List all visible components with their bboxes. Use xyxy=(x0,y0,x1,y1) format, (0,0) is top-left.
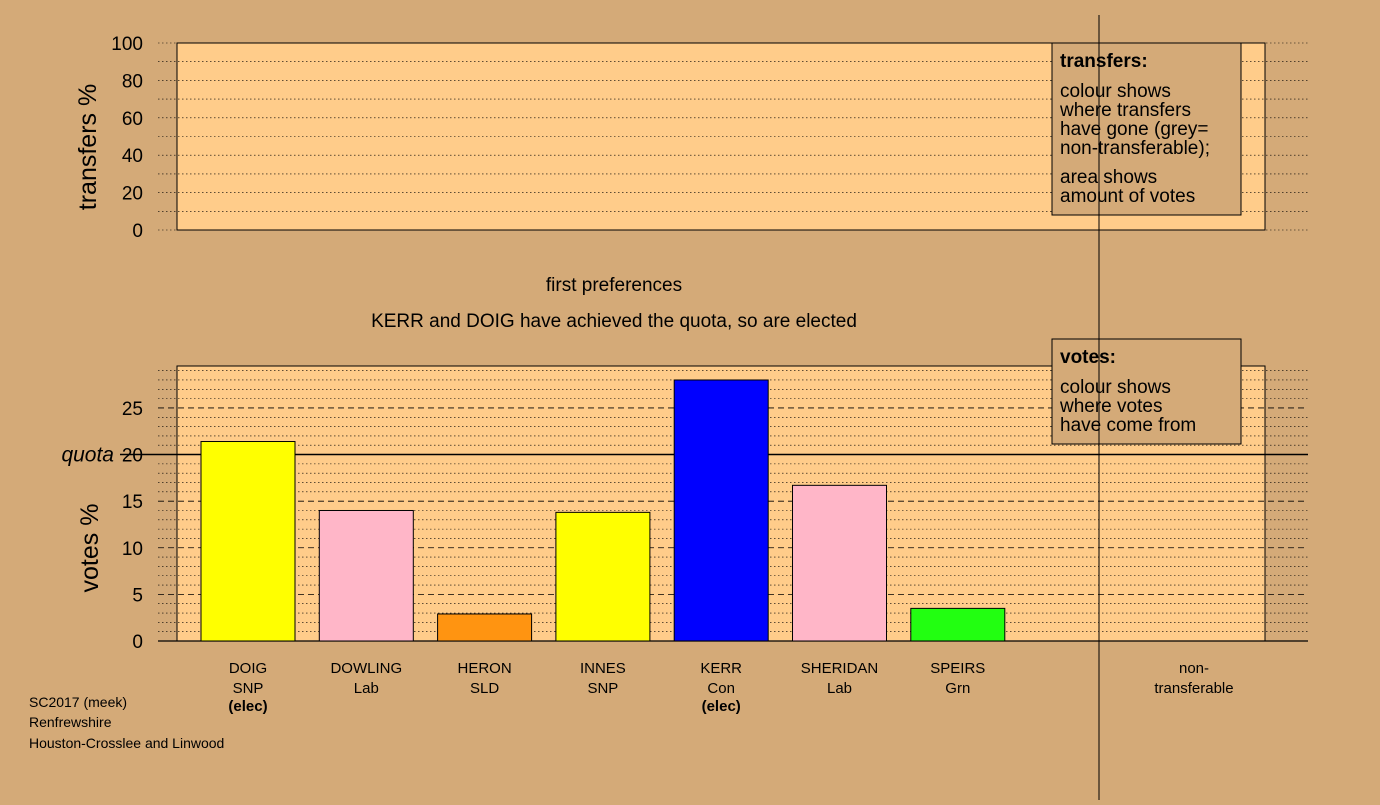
candidate-party-label: SNP xyxy=(233,680,264,697)
footer-ward: Houston-Crosslee and Linwood xyxy=(29,735,224,751)
votes-y-tick-label: 5 xyxy=(132,585,143,606)
votes-y-tick-label: 20 xyxy=(122,446,143,467)
votes-y-tick-label: 0 xyxy=(132,632,143,653)
votes-legend-line: where votes xyxy=(1059,396,1162,417)
footer-council: Renfrewshire xyxy=(29,714,112,730)
bar-sheridan xyxy=(792,484,887,642)
votes-y-tick-label: 15 xyxy=(122,492,143,513)
nontransferable-label: non- xyxy=(1179,660,1209,677)
candidate-name-label: KERR xyxy=(700,660,742,677)
bar-dowling xyxy=(318,509,414,642)
transfers-legend-line: amount of votes xyxy=(1060,186,1195,207)
bar-innes xyxy=(555,511,651,642)
bar-speirs xyxy=(910,607,1006,642)
chart-title: first preferences xyxy=(546,275,682,296)
votes-y-tick-label: 10 xyxy=(122,539,143,560)
votes-y-tick-label: 25 xyxy=(122,399,143,420)
transfers-y-tick-label: 80 xyxy=(122,71,143,92)
candidate-party-label: Lab xyxy=(827,680,852,697)
transfers-legend-line: have gone (grey= xyxy=(1060,119,1208,140)
votes-legend-line: have come from xyxy=(1060,415,1196,436)
bar-heron xyxy=(437,613,533,642)
candidate-name-label: SHERIDAN xyxy=(801,660,879,677)
transfers-legend-box xyxy=(1051,42,1242,216)
candidate-name-label: SPEIRS xyxy=(930,660,985,677)
transfers-legend-line: where transfers xyxy=(1059,100,1191,121)
votes-x-axis: DOIGSNP(elec)DOWLINGLabHERONSLDINNESSNPK… xyxy=(228,660,985,715)
votes-y-axis-label: votes % xyxy=(76,504,104,593)
candidate-elected-label: (elec) xyxy=(702,698,741,715)
transfers-legend-line: area shows xyxy=(1060,167,1157,188)
votes-legend-line: colour shows xyxy=(1060,377,1171,398)
transfers-y-tick-label: 60 xyxy=(122,109,143,130)
candidate-name-label: DOWLING xyxy=(330,660,402,677)
quota-label: quota xyxy=(61,444,114,467)
transfers-legend-title: transfers: xyxy=(1060,51,1148,72)
votes-legend: votes: colour shows where votes have com… xyxy=(1051,338,1242,445)
candidate-name-label: DOIG xyxy=(229,660,267,677)
candidate-name-label: INNES xyxy=(580,660,626,677)
candidate-name-label: HERON xyxy=(458,660,512,677)
transfers-y-axis: 0 20 40 60 80 100 xyxy=(111,34,143,242)
transfers-y-tick-label: 100 xyxy=(111,34,143,55)
candidate-party-label: Con xyxy=(707,680,735,697)
transfers-y-tick-label: 0 xyxy=(132,221,143,242)
nontransferable-label: transferable xyxy=(1154,680,1233,697)
footer-source: SC2017 (meek) xyxy=(29,694,127,710)
transfers-legend: transfers: colour shows where transfers … xyxy=(1051,42,1242,216)
candidate-party-label: Lab xyxy=(354,680,379,697)
transfers-y-tick-label: 40 xyxy=(122,146,143,167)
candidate-elected-label: (elec) xyxy=(228,698,267,715)
votes-legend-box xyxy=(1051,338,1242,445)
bar-doig xyxy=(200,441,296,642)
candidate-party-label: Grn xyxy=(945,680,970,697)
transfers-y-axis-label: transfers % xyxy=(74,84,102,210)
transfers-legend-line: non-transferable); xyxy=(1060,138,1210,159)
transfers-legend-line: colour shows xyxy=(1060,81,1171,102)
bar-kerr xyxy=(673,379,769,642)
votes-y-axis: 0 5 10 15 20 25 xyxy=(122,399,143,653)
votes-legend-title: votes: xyxy=(1060,347,1116,368)
chart-subtitle: KERR and DOIG have achieved the quota, s… xyxy=(371,311,857,332)
votes-bars xyxy=(200,379,1006,642)
transfers-y-tick-label: 20 xyxy=(122,184,143,205)
candidate-party-label: SNP xyxy=(587,680,618,697)
candidate-party-label: SLD xyxy=(470,680,499,697)
